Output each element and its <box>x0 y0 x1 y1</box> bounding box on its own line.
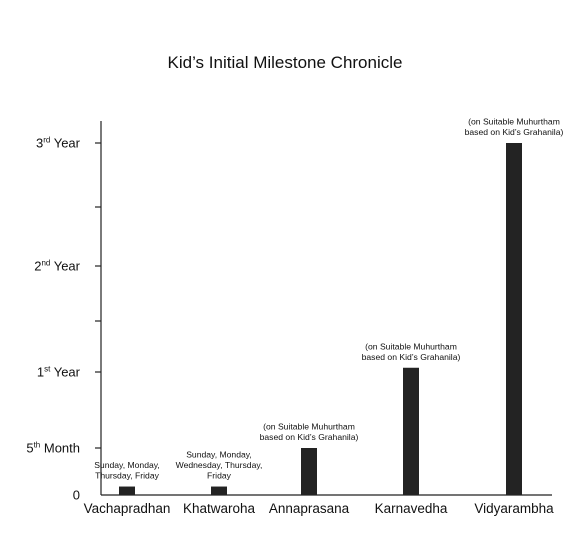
x-tick-label: Vachapradhan <box>84 501 171 516</box>
y-tick-label: 2nd Year <box>34 259 80 274</box>
bar-annaprasana <box>301 448 317 495</box>
y-axis-ticks: 0 5th Month 1st Year 2nd Year 3rd Year <box>26 136 101 503</box>
y-tick-label: 1st Year <box>37 365 81 380</box>
x-tick-label: Annaprasana <box>269 501 350 516</box>
x-axis-labels: Vachapradhan Khatwaroha Annaprasana Karnave… <box>84 501 555 516</box>
bar-karnavedha <box>403 367 419 495</box>
bar-annotation: (on Suitable Muhurtham based on Kid’s Gra… <box>260 422 359 443</box>
x-tick-label: Khatwaroha <box>183 501 256 516</box>
y-tick-label: 5th Month <box>26 441 80 456</box>
bar-annotations: Sunday, Monday, Thursday, Friday Sunday, M… <box>94 117 563 481</box>
chart-title: Kid’s Initial Milestone Chronicle <box>168 53 403 72</box>
y-tick-label: 0 <box>73 488 80 503</box>
bar-annotation: Sunday, Monday, Wednesday, Thursday, Frida… <box>176 450 263 481</box>
bar-khatwaroha <box>211 486 227 495</box>
bar-vidyarambha <box>506 143 522 495</box>
bars <box>119 143 522 495</box>
y-tick-label: 3rd Year <box>36 136 81 151</box>
bar-annotation: (on Suitable Muhurtham based on Kid’s Gra… <box>362 341 461 362</box>
x-tick-label: Vidyarambha <box>474 501 554 516</box>
bar-annotation: (on Suitable Muhurtham based on Kid’s Gra… <box>465 117 564 138</box>
x-tick-label: Karnavedha <box>375 501 448 516</box>
bar-annotation: Sunday, Monday, Thursday, Friday <box>94 460 160 481</box>
bar-vachapradhan <box>119 486 135 495</box>
